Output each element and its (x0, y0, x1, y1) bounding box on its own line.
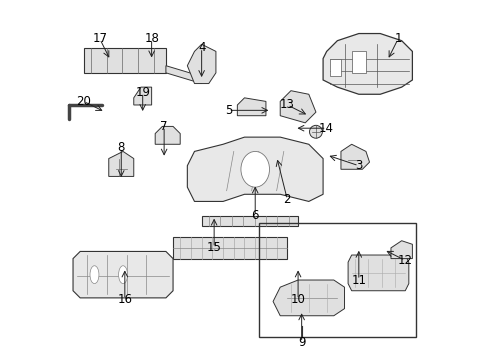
Text: 13: 13 (279, 99, 294, 112)
Polygon shape (187, 137, 323, 202)
Text: 8: 8 (117, 141, 125, 154)
Text: 19: 19 (135, 86, 150, 99)
Text: 15: 15 (206, 241, 221, 255)
Text: 4: 4 (198, 41, 205, 54)
Bar (258, 223, 415, 337)
Text: 11: 11 (350, 274, 366, 287)
Polygon shape (347, 255, 408, 291)
Polygon shape (340, 144, 369, 169)
Text: 16: 16 (117, 293, 132, 306)
Ellipse shape (90, 266, 99, 284)
Polygon shape (173, 237, 287, 258)
Text: 7: 7 (160, 120, 167, 133)
Polygon shape (351, 51, 365, 73)
Text: 12: 12 (397, 254, 412, 267)
Text: 18: 18 (144, 32, 159, 45)
Polygon shape (280, 91, 315, 123)
Polygon shape (108, 152, 134, 176)
Polygon shape (165, 66, 201, 84)
Text: 17: 17 (92, 32, 107, 45)
Text: 3: 3 (354, 159, 362, 172)
Text: 2: 2 (283, 193, 290, 206)
Text: 6: 6 (251, 209, 259, 222)
Text: 1: 1 (393, 32, 401, 45)
Polygon shape (323, 33, 411, 94)
Text: 20: 20 (76, 95, 91, 108)
Circle shape (309, 125, 322, 138)
Polygon shape (237, 98, 265, 116)
Polygon shape (134, 87, 151, 105)
Polygon shape (187, 44, 216, 84)
Polygon shape (201, 216, 298, 226)
Text: 14: 14 (319, 122, 333, 135)
Polygon shape (155, 126, 180, 144)
Ellipse shape (241, 152, 269, 187)
Polygon shape (272, 280, 344, 316)
Polygon shape (390, 241, 411, 258)
Polygon shape (329, 59, 340, 76)
Text: 9: 9 (297, 336, 305, 349)
Text: 10: 10 (290, 293, 305, 306)
Polygon shape (83, 48, 165, 73)
Polygon shape (73, 251, 173, 298)
Ellipse shape (118, 266, 127, 284)
Text: 5: 5 (224, 104, 232, 117)
